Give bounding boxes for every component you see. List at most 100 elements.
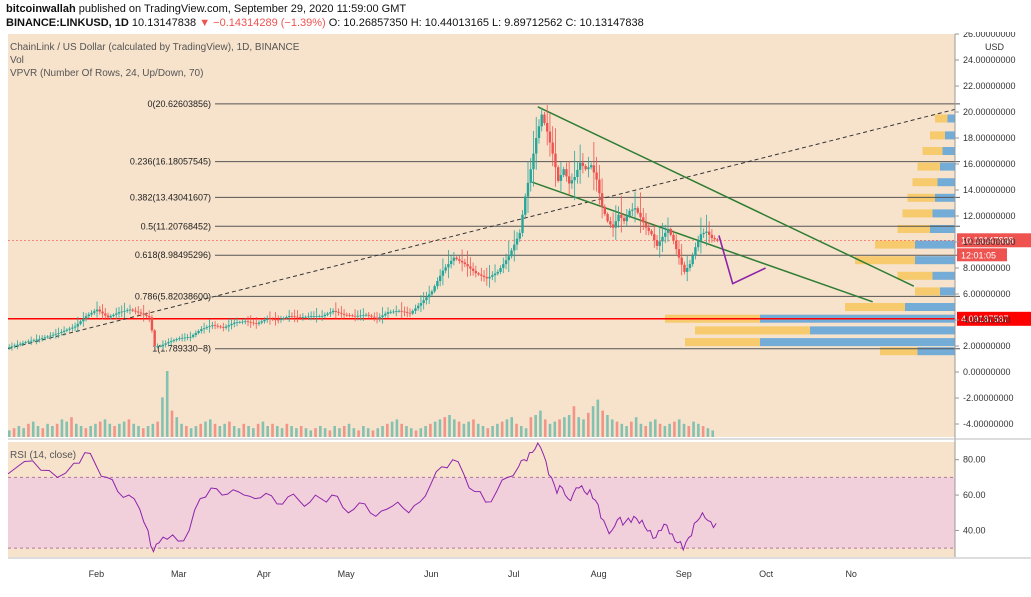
vpvr-down-bar — [922, 147, 943, 155]
time-tick-label: Aug — [591, 569, 607, 579]
candle-body — [403, 311, 406, 313]
candle-body — [625, 216, 629, 222]
volume-bar — [218, 426, 222, 437]
volume-bar — [175, 417, 179, 437]
volume-bar — [342, 426, 346, 437]
trend-drawings — [7, 106, 956, 350]
candle-body — [307, 316, 310, 318]
candle-body — [647, 227, 650, 231]
candle-body — [381, 315, 384, 318]
candle-body — [628, 210, 631, 216]
volume-bar — [453, 419, 456, 437]
price-tick-label: 10.00000000 — [963, 237, 1016, 247]
volume-bar — [328, 430, 332, 437]
candle-body — [197, 331, 200, 333]
candle-body — [230, 323, 233, 326]
projection-path — [718, 235, 766, 285]
symbol-name: BINANCE:LINKUSD, 1D — [6, 17, 129, 29]
candle-body — [8, 347, 11, 349]
volume-bar — [467, 421, 470, 437]
volume-bar — [601, 410, 604, 437]
candle-body — [29, 340, 33, 342]
candle-body — [142, 313, 145, 315]
candle-body — [309, 316, 313, 317]
vpvr-down-bar — [897, 225, 930, 233]
fib-level-label: 0(20.62603856) — [147, 99, 211, 109]
candle-body — [255, 323, 258, 325]
candle-body — [326, 313, 329, 315]
volume-bar — [567, 415, 571, 437]
candle-body — [406, 312, 409, 313]
volume-bar — [204, 421, 207, 437]
candle-body — [650, 230, 653, 235]
candle-body — [268, 318, 272, 320]
candle-body — [194, 333, 198, 335]
candle-body — [540, 114, 543, 127]
candle-body — [584, 165, 587, 170]
candle-body — [60, 331, 63, 333]
volume-bar — [74, 423, 78, 437]
candle-body — [364, 314, 368, 316]
support-price-label: 4.09187587 — [961, 314, 1009, 324]
ohlc-values: O: 10.26857350 H: 10.44013165 L: 9.89712… — [328, 17, 644, 29]
candle-body — [318, 316, 321, 317]
candle-body — [589, 165, 593, 168]
candle-body — [40, 338, 44, 339]
candle-body — [315, 316, 318, 317]
candle-body — [562, 169, 565, 176]
price-tick-label: 22.00000000 — [963, 81, 1016, 91]
candle-body — [507, 256, 510, 261]
vol-legend: Vol — [10, 55, 24, 66]
volume-bar — [701, 426, 705, 437]
candle-body — [554, 153, 557, 168]
volume-bar — [127, 419, 131, 437]
fib-level-label: 0.786(5.82038600) — [135, 291, 211, 301]
candle-body — [710, 234, 714, 239]
volume-bar — [31, 421, 35, 437]
volume-bar — [625, 426, 628, 437]
vpvr-up-bar — [930, 225, 955, 233]
candle-body — [290, 316, 294, 317]
volume-bar — [275, 426, 279, 437]
candle-body — [323, 314, 327, 317]
candle-body — [620, 214, 623, 218]
candle-body — [227, 325, 230, 327]
volume-bar — [491, 426, 494, 437]
candle-body — [266, 318, 269, 320]
chart-canvas[interactable]: 0(20.62603856) 0.236(16.18057545) 0.382(13… — [0, 32, 1031, 597]
volume-bar — [520, 426, 523, 437]
volume-bar — [376, 428, 380, 437]
candle-body — [672, 234, 675, 241]
candle-body — [603, 206, 607, 215]
candle-body — [246, 321, 250, 323]
volume-bar — [8, 430, 11, 437]
candle-body — [153, 330, 156, 346]
candle-body — [169, 341, 173, 343]
candle-body — [95, 309, 99, 312]
candle-body — [395, 311, 398, 313]
candle-body — [137, 311, 140, 313]
volume-bar — [247, 426, 250, 437]
volume-bar — [371, 430, 375, 437]
rsi-tick-label: 40.00 — [963, 525, 986, 535]
candle-body — [570, 180, 574, 184]
candle-body — [639, 212, 642, 218]
price-tick-label: 18.00000000 — [963, 133, 1016, 143]
volume-bar — [304, 428, 308, 437]
price-tick-label: 12.00000000 — [963, 211, 1016, 221]
volume-bar — [113, 426, 116, 437]
volume-bar — [462, 423, 466, 437]
countdown-tag — [957, 248, 1007, 262]
vpvr-up-bar — [947, 114, 955, 123]
volume-bar — [338, 428, 341, 437]
candle-body — [211, 325, 214, 327]
volume-bar — [615, 421, 619, 437]
candle-body — [109, 316, 112, 318]
volume-bar — [323, 428, 327, 437]
time-tick-label: No — [845, 569, 857, 579]
candle-body — [631, 209, 634, 211]
volume-bar — [395, 419, 399, 437]
candle-body — [87, 314, 91, 317]
countdown-label: 12:01:05 — [961, 250, 996, 260]
vpvr-down-bar — [880, 347, 918, 356]
